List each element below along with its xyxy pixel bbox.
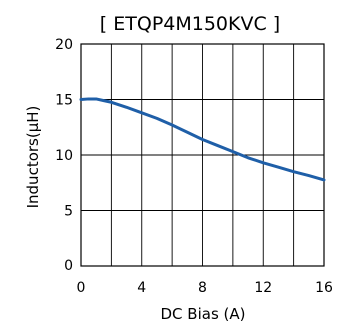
x-tick-label: 12	[254, 280, 272, 296]
y-axis-ticks: 0 5 10 15 20	[55, 37, 73, 274]
series-group	[79, 97, 326, 182]
x-axis-label: DC Bias (A)	[161, 305, 246, 323]
y-tick-label: 0	[64, 258, 73, 274]
x-tick-label: 0	[77, 280, 86, 296]
y-axis-label: Inductors(μH)	[24, 106, 42, 209]
y-tick-label: 5	[64, 204, 73, 220]
series-line	[79, 97, 326, 182]
x-tick-label: 16	[315, 280, 333, 296]
x-tick-label: 8	[198, 280, 207, 296]
y-tick-label: 20	[55, 37, 73, 53]
x-axis-ticks: 0 4 8 12 16	[77, 280, 333, 296]
plot-area-frame	[80, 43, 325, 267]
x-tick-label: 4	[137, 280, 146, 296]
y-tick-label: 15	[55, 93, 73, 109]
grid-lines	[80, 43, 325, 267]
chart-title: [ ETQP4M150KVC ]	[100, 13, 280, 35]
y-tick-label: 10	[55, 148, 73, 164]
